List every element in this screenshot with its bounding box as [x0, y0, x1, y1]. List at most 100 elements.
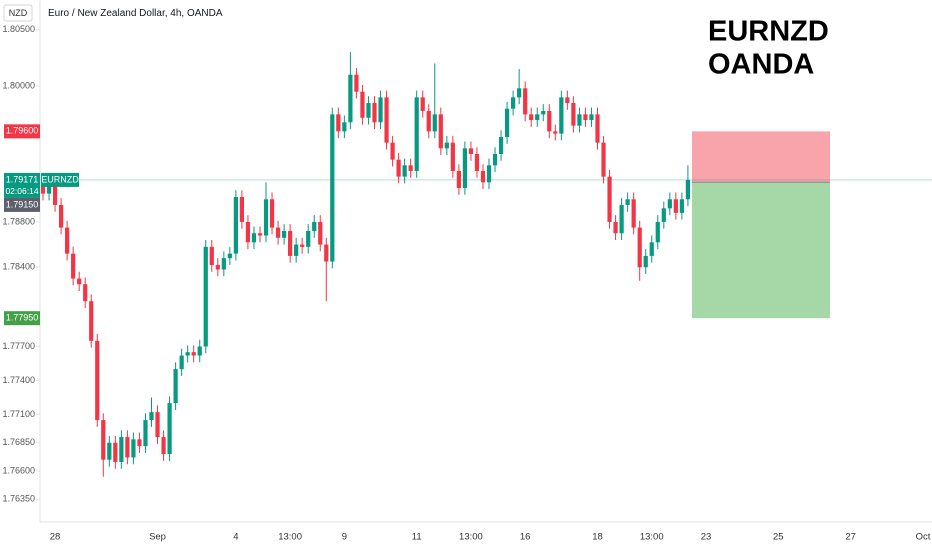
candle-body: [209, 246, 214, 265]
candle-body: [113, 442, 118, 462]
candle-body: [529, 114, 534, 121]
candle-body: [281, 230, 287, 238]
candle-body: [173, 369, 178, 404]
candle-body: [203, 246, 208, 347]
candle-body: [396, 159, 401, 177]
watermark: EURNZD: [708, 16, 829, 48]
candle-body: [462, 148, 468, 188]
candle-body: [77, 278, 82, 285]
candle-body: [559, 97, 564, 134]
axes: 1.80500 1.80000 1.78800 1.78400 1.77700 1.774…: [2, 24, 930, 543]
candle-body: [312, 221, 317, 231]
candle-body: [233, 197, 238, 254]
x-tick-label: 16: [520, 532, 531, 543]
candle-body: [408, 165, 413, 171]
candle-body: [101, 420, 106, 460]
x-tick-label: 18: [592, 532, 603, 543]
candle-body: [643, 255, 648, 268]
watermark: OANDA: [708, 49, 814, 81]
candle-body: [480, 170, 486, 183]
candle-body: [288, 230, 293, 256]
candle-body: [637, 227, 642, 268]
candle-body: [649, 242, 654, 256]
symbol-label-bg: [41, 172, 79, 187]
x-tick-label: Oct: [916, 532, 931, 543]
candle-body: [137, 439, 142, 447]
candle-body: [263, 199, 269, 236]
y-tick-label: 1.76350: [2, 494, 35, 504]
candle-body: [547, 110, 552, 132]
candle-body: [65, 227, 70, 254]
candle-body: [583, 114, 588, 121]
y-tick-label: 1.80500: [2, 24, 35, 34]
candle-body: [571, 103, 576, 126]
x-tick-label: 27: [845, 532, 856, 543]
stop-zone: [692, 131, 830, 183]
candle-body: [58, 204, 64, 228]
stop-price-label: 1.79600: [6, 126, 39, 136]
candle-body: [46, 185, 52, 194]
candle-body: [330, 114, 335, 262]
candle-body: [360, 91, 365, 118]
y-tick-label: 1.76600: [2, 465, 35, 475]
candle-body: [589, 114, 594, 121]
candle-body: [613, 221, 618, 234]
candle-body: [667, 199, 672, 209]
candle-body: [486, 165, 492, 183]
candle-body: [450, 142, 455, 171]
candle-body: [149, 412, 154, 421]
candle-body: [523, 88, 528, 115]
candle-body: [517, 88, 522, 98]
candle-body: [372, 103, 377, 123]
candle-body: [468, 148, 474, 154]
candle-body: [245, 221, 251, 243]
candle-body: [607, 176, 612, 222]
candle-body: [498, 137, 504, 154]
candle-body: [125, 437, 130, 458]
candle-body: [577, 114, 582, 126]
candle-body: [89, 301, 94, 341]
last-price-label: 1.79171: [6, 174, 39, 184]
candle-body: [324, 244, 329, 262]
candle-body: [275, 227, 281, 238]
candle-body: [239, 197, 245, 222]
candle-body: [227, 253, 232, 259]
candle-body: [565, 97, 570, 104]
target-price-label: 1.77950: [6, 313, 39, 323]
x-tick-label: 25: [773, 532, 784, 543]
candle-body: [685, 179, 691, 200]
candle-body: [348, 74, 353, 123]
candle-body: [185, 352, 190, 356]
candle-body: [269, 199, 275, 228]
x-tick-label: 23: [701, 532, 712, 543]
plot: [40, 52, 932, 477]
candle-body: [143, 420, 148, 447]
stop-price-label-bg: [4, 124, 40, 139]
candle-body: [631, 199, 636, 228]
candle-body: [679, 199, 684, 213]
y-tick-label: 1.77100: [2, 409, 35, 419]
candle-body: [661, 208, 666, 222]
x-tick-label: 9: [342, 532, 347, 543]
countdown-bg: [4, 185, 40, 198]
candle-body: [390, 142, 395, 160]
candle-body: [438, 114, 443, 149]
candle-body: [378, 97, 383, 123]
candle-body: [625, 199, 630, 205]
candle-body: [414, 97, 419, 171]
candle-body: [342, 122, 347, 132]
candle-body: [83, 284, 88, 302]
y-tick-label: 1.77400: [2, 375, 35, 385]
candle-body: [221, 258, 226, 270]
y-tick-label: 1.80000: [2, 80, 35, 90]
candle-body: [553, 131, 558, 134]
x-tick-label: 11: [412, 532, 422, 543]
candle-body: [300, 244, 305, 247]
currency-box[interactable]: [3, 4, 33, 22]
target-zone: [692, 182, 830, 319]
x-tick-label: 13:00: [278, 532, 302, 543]
candle-body: [595, 114, 600, 143]
entry-price-label: 1.79150: [6, 199, 39, 209]
candle-body: [619, 204, 624, 234]
candle-body: [535, 114, 540, 121]
